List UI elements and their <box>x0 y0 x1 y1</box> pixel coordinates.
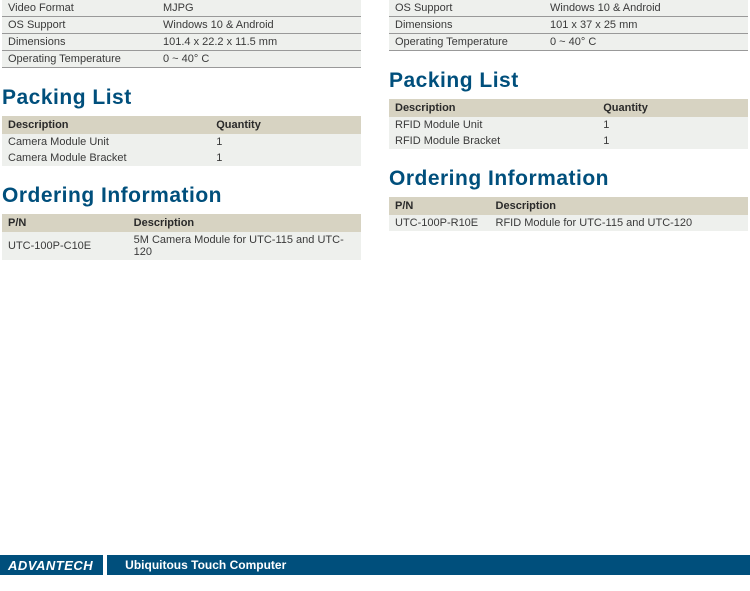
advantech-logo: ADVANTECH <box>0 555 107 575</box>
cell: RFID Module for UTC-115 and UTC-120 <box>490 215 748 231</box>
table-row: RFID Module Unit 1 <box>389 117 748 133</box>
table-row: Dimensions 101.4 x 22.2 x 11.5 mm <box>2 34 361 51</box>
cell: 1 <box>210 150 361 166</box>
col-header: Description <box>490 197 748 215</box>
col-header: P/N <box>389 197 490 215</box>
right-ordering-table: P/N Description UTC-100P-R10E RFID Modul… <box>389 197 748 231</box>
spec-value: MJPG <box>157 0 361 17</box>
footer-bar: ADVANTECH Ubiquitous Touch Computer <box>0 555 750 575</box>
col-header: Description <box>2 116 210 134</box>
spec-label: Operating Temperature <box>2 51 157 68</box>
spec-value: 0 ~ 40° C <box>157 51 361 68</box>
table-header-row: P/N Description <box>389 197 748 215</box>
table-row: OS Support Windows 10 & Android <box>2 17 361 34</box>
spec-label: Dimensions <box>389 17 544 34</box>
left-spec-table: Video Format MJPG OS Support Windows 10 … <box>2 0 361 68</box>
cell: UTC-100P-R10E <box>389 215 490 231</box>
left-packing-title: Packing List <box>2 86 361 110</box>
left-ordering-table: P/N Description UTC-100P-C10E 5M Camera … <box>2 214 361 260</box>
table-row: UTC-100P-R10E RFID Module for UTC-115 an… <box>389 215 748 231</box>
spec-label: Dimensions <box>2 34 157 51</box>
table-header-row: P/N Description <box>2 214 361 232</box>
left-ordering-title: Ordering Information <box>2 184 361 208</box>
cell: 1 <box>597 133 748 149</box>
table-row: OS Support Windows 10 & Android <box>389 0 748 17</box>
col-header: Description <box>389 99 597 117</box>
table-row: UTC-100P-C10E 5M Camera Module for UTC-1… <box>2 232 361 260</box>
table-header-row: Description Quantity <box>2 116 361 134</box>
cell: Camera Module Unit <box>2 134 210 150</box>
cell: 5M Camera Module for UTC-115 and UTC-120 <box>128 232 361 260</box>
col-header: P/N <box>2 214 128 232</box>
col-header: Quantity <box>210 116 361 134</box>
cell: RFID Module Bracket <box>389 133 597 149</box>
right-column: OS Support Windows 10 & Android Dimensio… <box>389 0 748 260</box>
footer-text: Ubiquitous Touch Computer <box>107 555 286 575</box>
spec-label: OS Support <box>2 17 157 34</box>
table-row: RFID Module Bracket 1 <box>389 133 748 149</box>
spec-value: 101.4 x 22.2 x 11.5 mm <box>157 34 361 51</box>
spec-value: Windows 10 & Android <box>544 0 748 17</box>
table-row: Operating Temperature 0 ~ 40° C <box>389 34 748 51</box>
spec-label: Video Format <box>2 0 157 17</box>
table-row: Video Format MJPG <box>2 0 361 17</box>
left-packing-table: Description Quantity Camera Module Unit … <box>2 116 361 166</box>
left-column: Video Format MJPG OS Support Windows 10 … <box>2 0 361 260</box>
cell: UTC-100P-C10E <box>2 232 128 260</box>
spec-label: OS Support <box>389 0 544 17</box>
right-spec-table: OS Support Windows 10 & Android Dimensio… <box>389 0 748 51</box>
col-header: Quantity <box>597 99 748 117</box>
right-ordering-title: Ordering Information <box>389 167 748 191</box>
right-packing-title: Packing List <box>389 69 748 93</box>
table-header-row: Description Quantity <box>389 99 748 117</box>
page-columns: Video Format MJPG OS Support Windows 10 … <box>0 0 750 260</box>
spec-label: Operating Temperature <box>389 34 544 51</box>
spec-value: Windows 10 & Android <box>157 17 361 34</box>
table-row: Operating Temperature 0 ~ 40° C <box>2 51 361 68</box>
col-header: Description <box>128 214 361 232</box>
right-packing-table: Description Quantity RFID Module Unit 1 … <box>389 99 748 149</box>
table-row: Camera Module Bracket 1 <box>2 150 361 166</box>
table-row: Camera Module Unit 1 <box>2 134 361 150</box>
spec-value: 101 x 37 x 25 mm <box>544 17 748 34</box>
cell: Camera Module Bracket <box>2 150 210 166</box>
spec-value: 0 ~ 40° C <box>544 34 748 51</box>
cell: 1 <box>597 117 748 133</box>
cell: 1 <box>210 134 361 150</box>
cell: RFID Module Unit <box>389 117 597 133</box>
table-row: Dimensions 101 x 37 x 25 mm <box>389 17 748 34</box>
